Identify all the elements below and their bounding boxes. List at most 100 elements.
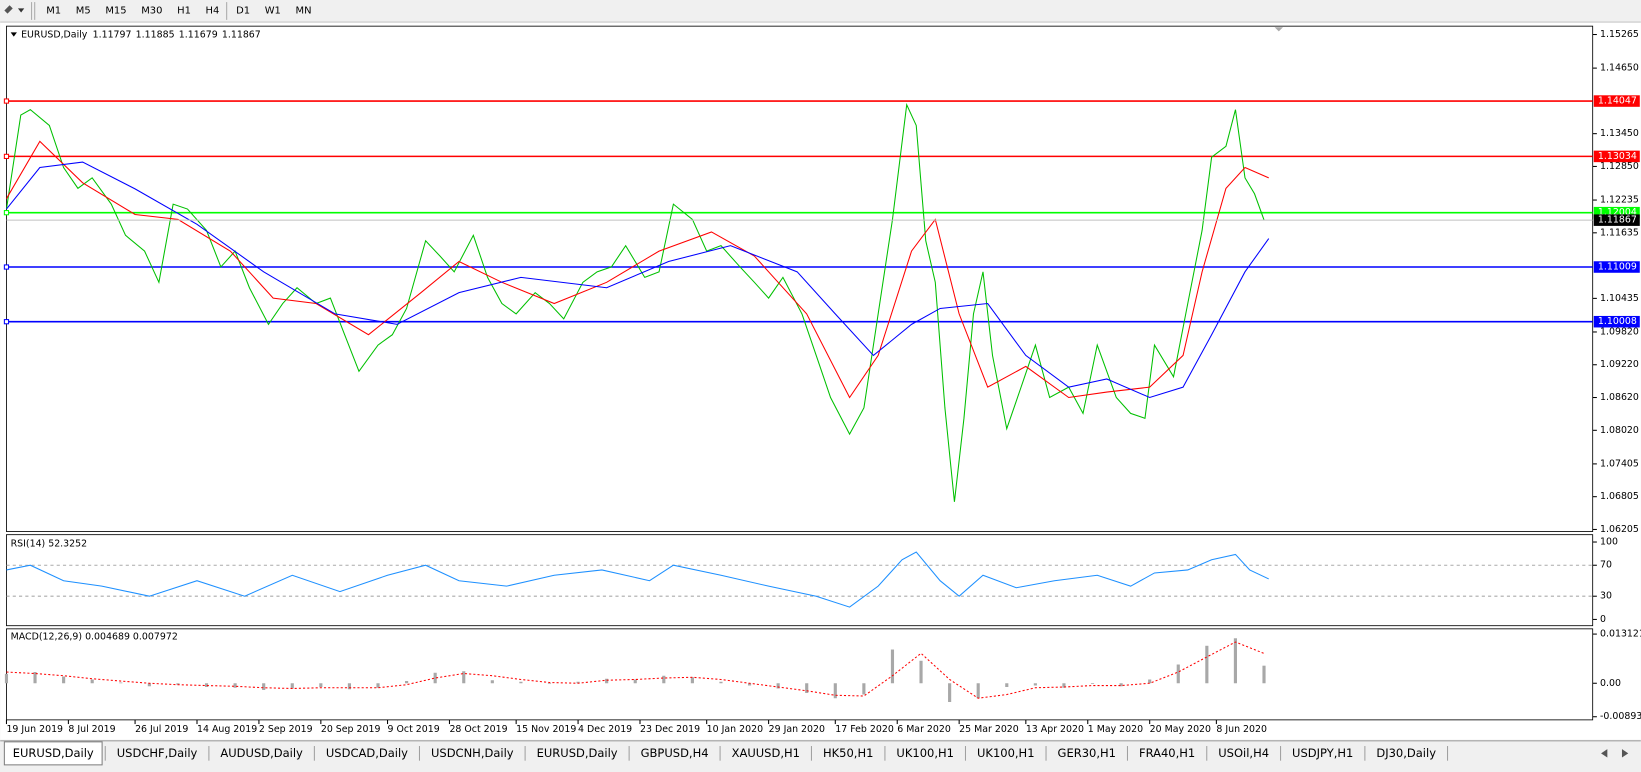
- histogram-bar: [376, 683, 380, 688]
- tab-label[interactable]: USDCNH,Daily: [431, 746, 514, 760]
- price-label-box: [1593, 214, 1640, 226]
- level-label: 1.13034: [1598, 151, 1637, 162]
- level-label: 1.12004: [1598, 207, 1637, 218]
- x-tick-label: 29 Jan 2020: [769, 724, 825, 735]
- timeframe-button[interactable]: H4: [206, 5, 220, 16]
- histogram-bar: [576, 681, 580, 684]
- tab-label[interactable]: EURUSD,Daily: [537, 746, 618, 760]
- histogram-bar: [462, 671, 466, 684]
- series-line: [6, 140, 1269, 399]
- chart-window: [0, 23, 1641, 740]
- histogram-bar: [1205, 645, 1209, 684]
- tab-label[interactable]: UK100,H1: [896, 746, 954, 760]
- level-marker: [3, 264, 10, 270]
- level-label: 1.11009: [1598, 262, 1637, 273]
- timeframe-button[interactable]: H1: [177, 5, 191, 16]
- histogram-bar: [805, 683, 809, 693]
- tab-label[interactable]: USDJPY,H1: [1292, 746, 1353, 760]
- tab-label[interactable]: AUDUSD,Daily: [220, 746, 303, 760]
- tab-label[interactable]: USDCAD,Daily: [326, 746, 408, 760]
- y-tick-label: 30: [1600, 591, 1612, 602]
- toolbar-dropdown[interactable]: [17, 8, 25, 13]
- x-tick-label: 23 Dec 2019: [640, 724, 700, 735]
- histogram-bar: [547, 683, 552, 685]
- histogram-bar: [948, 683, 952, 702]
- timeframe-button[interactable]: M15: [105, 5, 126, 16]
- tab-label[interactable]: USDCHF,Daily: [117, 746, 198, 760]
- symbol: EURUSD,Daily: [21, 29, 88, 40]
- histogram-bar: [719, 681, 723, 684]
- timeframe-button[interactable]: D1: [236, 5, 250, 16]
- histogram-bar: [1090, 683, 1095, 685]
- histogram-bar: [833, 683, 837, 699]
- level-label-box: [1593, 95, 1640, 107]
- histogram-bar: [62, 676, 66, 684]
- toolbar-icon[interactable]: [4, 5, 13, 14]
- histogram-bar: [176, 683, 180, 685]
- histogram-bar: [233, 683, 237, 688]
- tab-label[interactable]: USOil,H4: [1218, 746, 1269, 760]
- level-label-box: [1593, 206, 1640, 219]
- tab-label[interactable]: FRA40,H1: [1139, 746, 1195, 760]
- open: 1.11797: [93, 29, 132, 40]
- tab-label[interactable]: HK50,H1: [823, 746, 873, 760]
- series-line: [6, 551, 1269, 608]
- tab-label[interactable]: XAUUSD,H1: [732, 746, 800, 760]
- tab-active[interactable]: [3, 741, 103, 766]
- histogram-bar: [662, 675, 666, 684]
- x-tick-label: 26 Jul 2019: [135, 724, 188, 735]
- x-tick-label: 14 Aug 2019: [197, 724, 257, 735]
- rsi-title: RSI(14) 52.3252: [11, 539, 87, 550]
- x-tick-label: 17 Feb 2020: [835, 724, 894, 735]
- x-tick-label: 15 Nov 2019: [516, 724, 576, 735]
- x-tick-label: 1 May 2020: [1088, 724, 1143, 735]
- histogram-bar: [776, 683, 780, 689]
- level-label: 1.10008: [1598, 316, 1637, 327]
- histogram-bar: [919, 660, 923, 684]
- timeframe-button[interactable]: MN: [296, 5, 312, 16]
- tab-label[interactable]: EURUSD,Daily: [13, 746, 94, 760]
- y-tick-label: 0: [1600, 614, 1606, 625]
- y-tick-label: 0.00: [1600, 678, 1621, 689]
- tab-scroll-left[interactable]: [1601, 749, 1608, 758]
- histogram-bar: [1176, 664, 1180, 684]
- level-label-box: [1593, 261, 1640, 273]
- histogram-bar: [976, 683, 980, 699]
- x-tick-label: 20 May 2020: [1150, 724, 1211, 735]
- tab-label[interactable]: GBPUSD,H4: [641, 746, 709, 760]
- histogram-bar: [147, 683, 151, 687]
- x-tick-label: 28 Oct 2019: [449, 724, 507, 735]
- tab-scroll-right[interactable]: [1621, 749, 1629, 758]
- histogram-bar: [1062, 683, 1066, 688]
- tab-label[interactable]: UK100,H1: [977, 746, 1035, 760]
- timeframe-button[interactable]: M30: [141, 5, 162, 16]
- rsi-panel: [6, 534, 1594, 627]
- series-line: [6, 161, 1270, 399]
- histogram-bar: [1119, 683, 1123, 687]
- shift-marker: [1274, 27, 1283, 32]
- histogram-bar: [1033, 683, 1037, 686]
- y-tick-label: 0.013121: [1600, 629, 1641, 640]
- histogram-bar: [433, 672, 437, 684]
- level-marker: [3, 210, 10, 216]
- tab-label[interactable]: GER30,H1: [1058, 746, 1116, 760]
- y-tick-label: 1.13450: [1600, 128, 1639, 139]
- histogram-bar: [1233, 638, 1237, 684]
- level-label-box: [1593, 150, 1640, 163]
- tab-label[interactable]: DJ30,Daily: [1376, 746, 1436, 760]
- y-tick-label: 1.12235: [1600, 195, 1639, 206]
- level-label: 1.14047: [1598, 96, 1637, 107]
- price-panel: [6, 25, 1594, 532]
- histogram-bar: [605, 678, 609, 684]
- x-tick-label: 8 Jul 2019: [68, 724, 115, 735]
- y-tick-label: 1.14650: [1600, 63, 1639, 74]
- timeframe-button[interactable]: W1: [265, 5, 281, 16]
- histogram-bar: [747, 683, 752, 686]
- timeframe-button[interactable]: M5: [76, 5, 91, 16]
- histogram-bar: [33, 672, 37, 684]
- y-tick-label: 1.06205: [1600, 524, 1639, 535]
- y-tick-label: 1.08020: [1600, 425, 1639, 436]
- timeframe-button[interactable]: M1: [46, 5, 61, 16]
- histogram-bar: [490, 680, 494, 684]
